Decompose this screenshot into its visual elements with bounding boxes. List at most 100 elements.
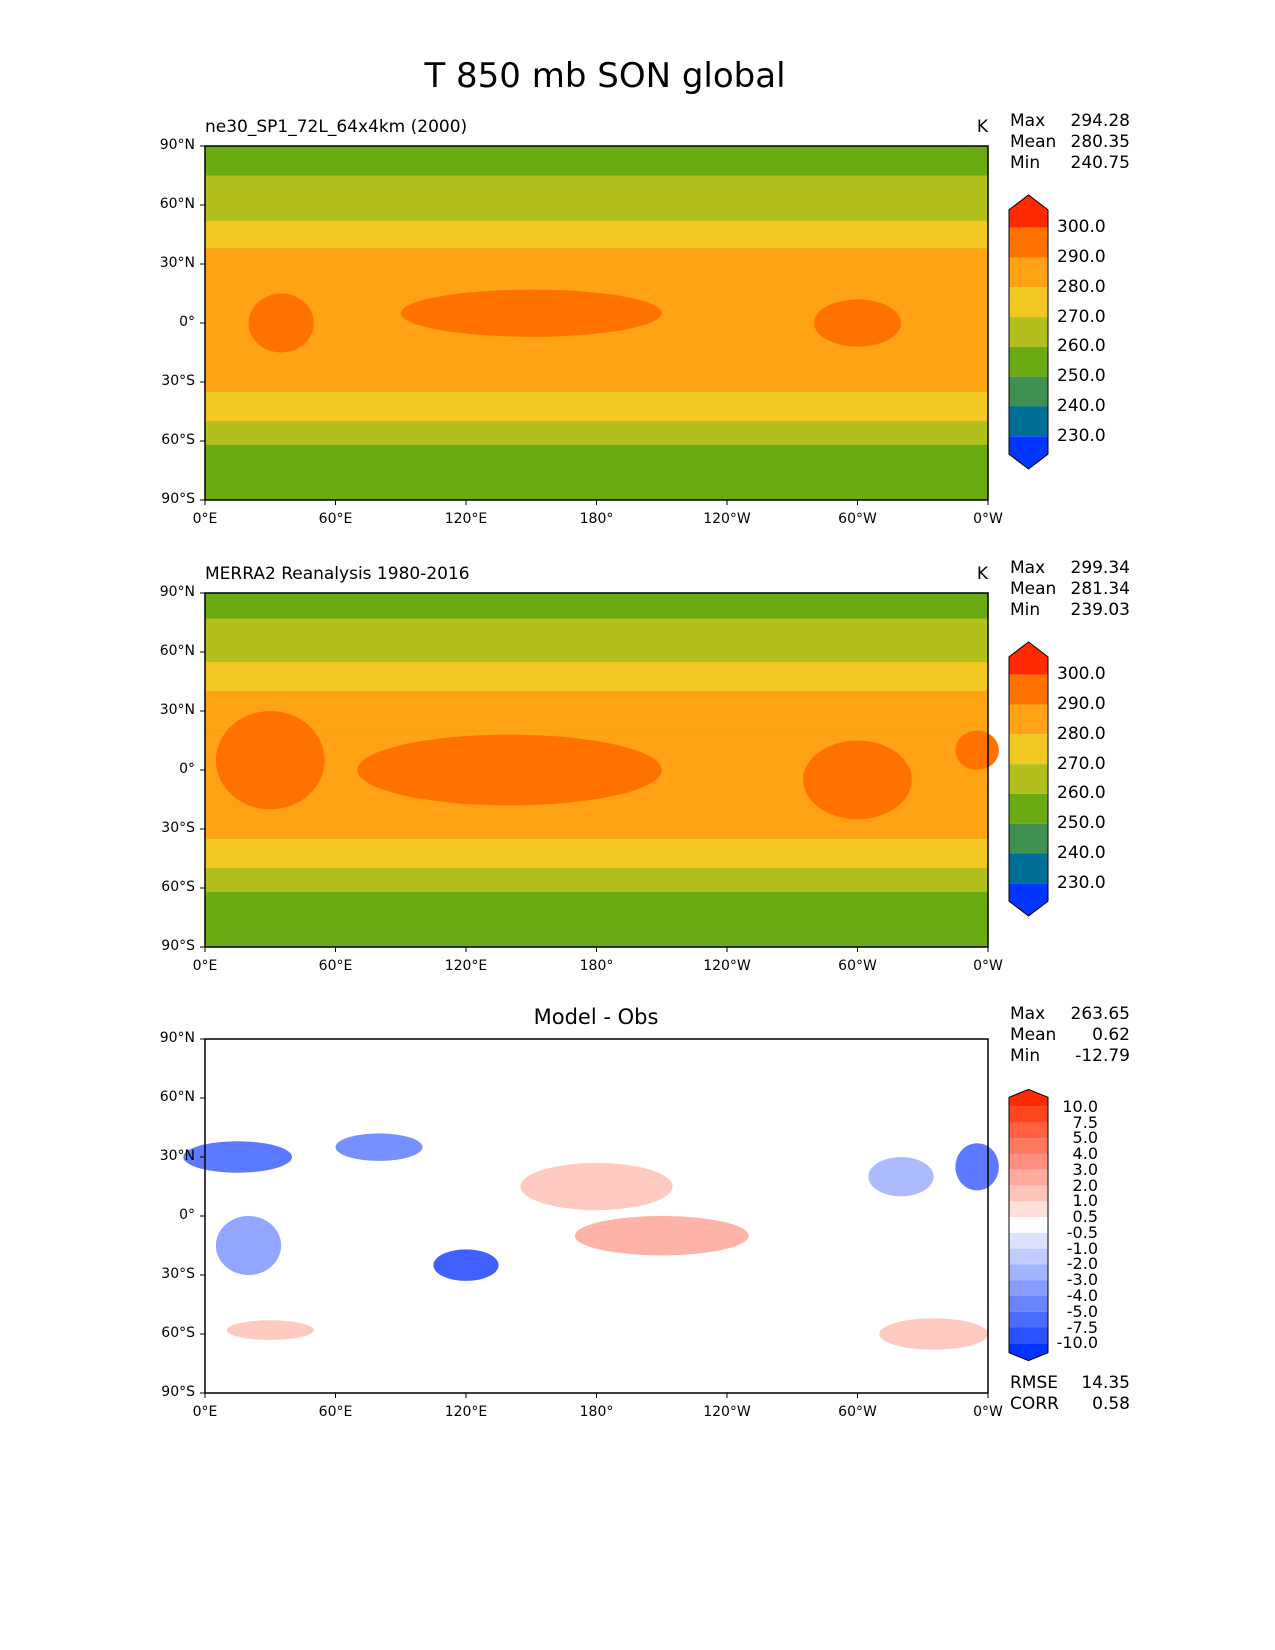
- warm-region: [955, 730, 999, 770]
- zonal-band: [205, 146, 988, 176]
- footer-stat-value: 0.58: [1092, 1394, 1130, 1414]
- colorbar-segment: [1009, 704, 1048, 735]
- colorbar-segment: [1009, 1169, 1048, 1186]
- anomaly-region: [335, 1133, 423, 1161]
- x-tick-label: 0°W: [973, 958, 1003, 974]
- colorbar-label: -0.5: [1066, 1222, 1098, 1242]
- stat-label: Max: [1010, 111, 1046, 131]
- zonal-band: [205, 838, 988, 869]
- zonal-band: [205, 868, 988, 892]
- x-tick-label: 0°E: [192, 958, 218, 974]
- y-tick-label: 0°: [179, 314, 195, 330]
- y-tick-label: 30°S: [161, 1266, 195, 1282]
- stat-value: 263.65: [1070, 1004, 1130, 1024]
- warm-region: [814, 299, 901, 347]
- stat-value: 239.03: [1070, 600, 1130, 620]
- x-tick-label: 120°E: [444, 511, 488, 527]
- colorbar-label: -5.0: [1066, 1301, 1098, 1321]
- colorbar-segment: [1009, 1295, 1048, 1312]
- stat-label: Min: [1010, 1046, 1041, 1066]
- colorbar-label: 230.0: [1057, 425, 1106, 446]
- colorbar-extend-max: [1009, 1089, 1048, 1107]
- stat-value: 0.62: [1092, 1025, 1130, 1045]
- y-tick-label: 0°: [179, 1207, 195, 1223]
- figure-title: T 850 mb SON global: [424, 56, 786, 96]
- stat-label: Min: [1010, 600, 1041, 620]
- stat-value: 240.75: [1070, 153, 1130, 173]
- colorbar-segment: [1009, 1201, 1048, 1218]
- y-tick-label: 60°N: [159, 643, 195, 659]
- colorbar-label: 240.0: [1057, 395, 1106, 416]
- anomaly-region: [868, 1157, 934, 1197]
- colorbar-label: 260.0: [1057, 336, 1106, 357]
- colorbar-label: 10.0: [1062, 1096, 1098, 1116]
- y-tick-label: 60°N: [159, 1089, 195, 1105]
- y-tick-label: 90°S: [161, 938, 195, 954]
- y-tick-label: 30°N: [159, 702, 195, 718]
- x-tick-label: 60°W: [838, 958, 877, 974]
- zonal-band: [205, 618, 988, 662]
- x-tick-label: 120°E: [444, 1404, 488, 1420]
- colorbar-segment: [1009, 1154, 1048, 1170]
- zonal-band: [205, 444, 988, 465]
- zonal-band: [205, 593, 988, 619]
- colorbar-segment: [1009, 317, 1048, 347]
- zonal-band: [205, 891, 988, 912]
- y-tick-label: 90°N: [159, 1030, 195, 1046]
- zonal-band: [205, 391, 988, 422]
- colorbar-segment: [1009, 674, 1048, 705]
- x-tick-label: 120°W: [703, 958, 751, 974]
- colorbar-outline: [1008, 194, 1049, 470]
- colorbar-segment: [1009, 257, 1048, 288]
- stat-label: Mean: [1010, 579, 1057, 599]
- colorbar-segment: [1009, 764, 1048, 794]
- warm-region: [215, 711, 325, 810]
- colorbar-segment: [1009, 287, 1048, 318]
- y-tick-label: 30°S: [161, 373, 195, 389]
- colorbar-segment: [1009, 1248, 1048, 1265]
- stat-label: Mean: [1010, 132, 1057, 152]
- zonal-band: [205, 352, 988, 392]
- warm-region: [803, 740, 912, 820]
- panel-title: ne30_SP1_72L_64x4km (2000): [205, 117, 468, 137]
- colorbar-label: -3.0: [1066, 1270, 1098, 1290]
- y-tick-label: 60°S: [161, 432, 195, 448]
- panel-title: Model - Obs: [533, 1005, 659, 1029]
- zonal-band: [205, 421, 988, 445]
- colorbar-outline: [1008, 641, 1049, 917]
- colorbar-segment: [1009, 1264, 1048, 1281]
- colorbar-label: 250.0: [1057, 366, 1106, 387]
- zonal-band: [205, 175, 988, 221]
- colorbar-label: 270.0: [1057, 306, 1106, 327]
- colorbar-label: -7.5: [1066, 1317, 1098, 1337]
- y-tick-label: 30°N: [159, 1148, 195, 1164]
- stat-label: Max: [1010, 1004, 1046, 1024]
- anomaly-region: [183, 1141, 292, 1173]
- anomaly-region: [215, 1216, 282, 1275]
- colorbar-extend-max: [1009, 642, 1048, 675]
- x-tick-label: 180°: [579, 1404, 614, 1420]
- colorbar-label: 0.5: [1072, 1207, 1098, 1227]
- colorbar-segment: [1009, 1232, 1048, 1249]
- colorbar-label: 300.0: [1057, 217, 1106, 238]
- colorbar-label: 250.0: [1057, 813, 1106, 834]
- y-tick-label: 90°N: [159, 584, 195, 600]
- stat-value: 294.28: [1070, 111, 1130, 131]
- anomaly-region: [574, 1216, 749, 1256]
- colorbar-segment: [1009, 1280, 1048, 1296]
- x-tick-label: 60°W: [838, 1404, 877, 1420]
- anomaly-region: [955, 1143, 999, 1191]
- x-tick-label: 60°E: [318, 511, 353, 527]
- panel-title: MERRA2 Reanalysis 1980-2016: [205, 564, 470, 584]
- colorbar-label: 2.0: [1072, 1175, 1098, 1195]
- x-tick-label: 120°W: [703, 511, 751, 527]
- stat-label: Max: [1010, 558, 1046, 578]
- warm-region: [357, 734, 662, 806]
- x-tick-label: 0°W: [973, 511, 1003, 527]
- y-tick-label: 60°N: [159, 196, 195, 212]
- colorbar-extend-min: [1009, 436, 1048, 469]
- colorbar-label: 240.0: [1057, 842, 1106, 863]
- colorbar-extend-max: [1009, 195, 1048, 228]
